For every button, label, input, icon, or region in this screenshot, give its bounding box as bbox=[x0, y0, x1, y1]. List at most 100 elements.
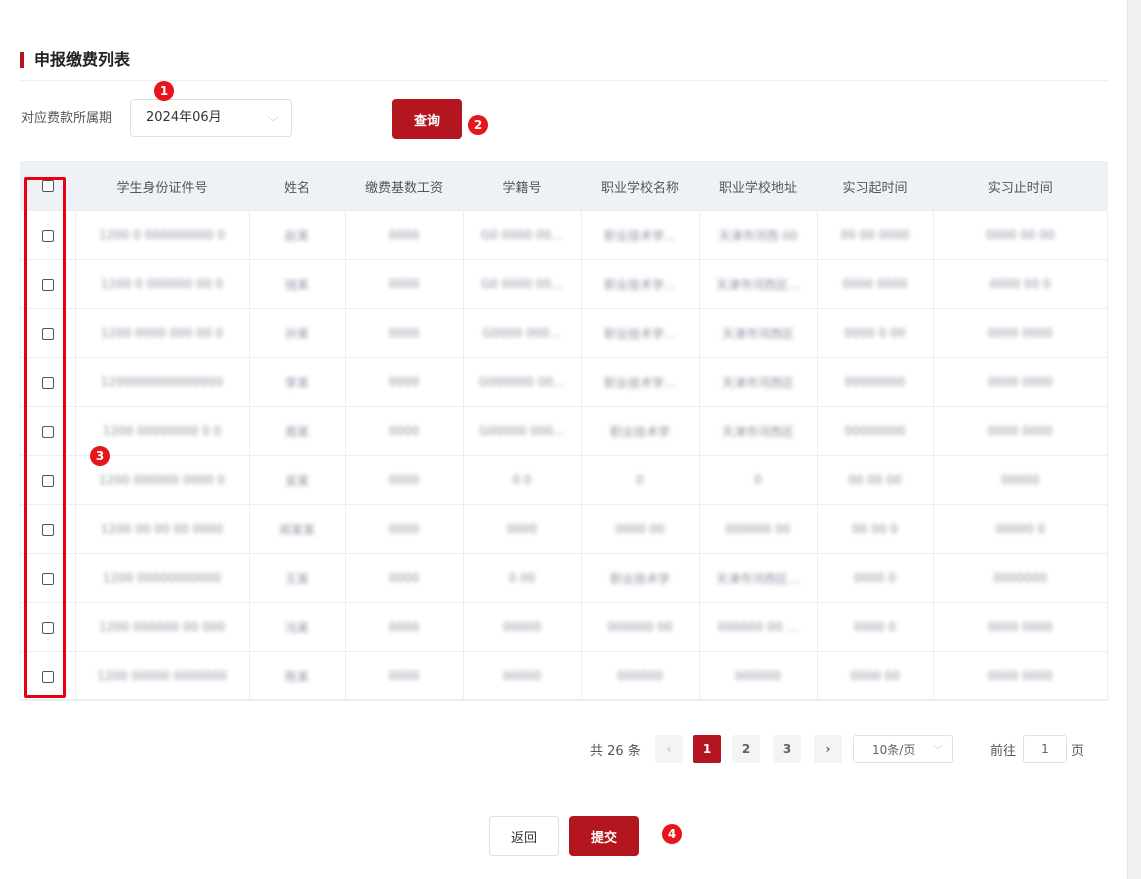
table-cell: 00000 bbox=[463, 602, 582, 652]
masked-value: 000000 bbox=[617, 669, 663, 684]
masked-value: 00000 bbox=[1001, 473, 1040, 488]
row-checkbox[interactable] bbox=[41, 327, 54, 340]
masked-value: 职业技术学 bbox=[609, 424, 670, 439]
masked-value: 00000 bbox=[502, 669, 542, 684]
next-page-button[interactable]: › bbox=[814, 735, 842, 763]
table-cell: 0000 bbox=[345, 553, 464, 603]
masked-value: 000000 00 … bbox=[717, 620, 799, 635]
masked-value: 职业技术学… bbox=[603, 375, 676, 390]
table-cell: 0000 00 0 bbox=[933, 259, 1107, 309]
submit-button[interactable]: 提交 bbox=[569, 816, 639, 856]
table-cell: 0000 bbox=[463, 504, 582, 554]
masked-value: 00 00 0 bbox=[852, 522, 898, 537]
query-button[interactable]: 查询 bbox=[392, 99, 462, 139]
table-cell: 00 00 0 bbox=[817, 504, 934, 554]
masked-value: 0000 00 bbox=[850, 669, 900, 684]
select-all-cell bbox=[21, 162, 76, 211]
table-row: 1200 000000 0000 0 吴某 0000 0 0 0 0 00 00 00 000… bbox=[21, 455, 1107, 505]
table-cell: 0 0 bbox=[463, 455, 582, 505]
table-cell: 0000 bbox=[345, 259, 464, 309]
masked-value: 0000 bbox=[388, 522, 420, 537]
table-cell: 0000 0 bbox=[817, 553, 934, 603]
chevron-left-icon: ‹ bbox=[666, 742, 672, 756]
table-cell: 1200000000000000 bbox=[75, 357, 250, 407]
table-cell: 000000 00 … bbox=[699, 602, 818, 652]
masked-value: 天津市河西区… bbox=[715, 571, 800, 586]
page-size-select[interactable]: 10条/页 ⌵ bbox=[853, 735, 953, 763]
row-checkbox[interactable] bbox=[41, 229, 54, 242]
page-button-2[interactable]: 2 bbox=[732, 735, 760, 763]
masked-value: 0000 bbox=[506, 522, 538, 537]
table-cell: 0000 0 00 bbox=[817, 308, 934, 358]
row-checkbox[interactable] bbox=[41, 425, 54, 438]
table-cell: 1200 00000000000 bbox=[75, 553, 250, 603]
row-select-cell bbox=[21, 455, 76, 505]
goto-page-input[interactable] bbox=[1023, 735, 1067, 763]
masked-value: 赵某 bbox=[284, 228, 309, 243]
masked-value: 1200 00000000 0 0 bbox=[102, 424, 222, 439]
masked-value: 周某 bbox=[284, 424, 309, 439]
masked-value: 00000000 bbox=[844, 424, 906, 439]
column-header: 缴费基数工资 bbox=[345, 162, 464, 211]
table-cell: 职业技术学… bbox=[581, 308, 700, 358]
masked-value: 郑某某 bbox=[278, 522, 315, 537]
table-cell: 郑某某 bbox=[249, 504, 346, 554]
chevron-down-icon: ⌵ bbox=[933, 741, 944, 752]
select-all-checkbox[interactable] bbox=[41, 180, 54, 192]
table-cell: 0 bbox=[699, 455, 818, 505]
page-button-3[interactable]: 3 bbox=[773, 735, 801, 763]
row-select-cell bbox=[21, 210, 76, 260]
masked-value: 00000 0 bbox=[995, 522, 1046, 537]
table-row: 1200 00000000000 王某 0000 0 00 职业技术学 天津市河西区… 00… bbox=[21, 553, 1107, 603]
pagination: 共 26 条 ‹ 1 2 3 › 10条/页 ⌵ 前往 页 bbox=[0, 735, 1141, 763]
masked-value: 天津市河西区… bbox=[715, 277, 800, 292]
step-marker-2: 2 bbox=[468, 115, 488, 135]
masked-value: 0000 0000 bbox=[987, 424, 1053, 439]
row-select-cell bbox=[21, 504, 76, 554]
table-cell: 天津市河西区 bbox=[699, 308, 818, 358]
masked-value: 0000 bbox=[388, 669, 420, 684]
page-button-1[interactable]: 1 bbox=[693, 735, 721, 763]
period-select[interactable]: 2024年06月 ⌵ bbox=[130, 99, 292, 137]
row-checkbox[interactable] bbox=[41, 670, 54, 683]
masked-value: 职业技术学… bbox=[603, 228, 676, 243]
masked-value: 天津市河西区 bbox=[721, 326, 794, 341]
masked-value: 00000000 bbox=[844, 375, 906, 390]
table-cell: G0 0000 00… bbox=[463, 210, 582, 260]
row-checkbox[interactable] bbox=[41, 278, 54, 291]
column-header: 实习止时间 bbox=[933, 162, 1107, 211]
row-checkbox[interactable] bbox=[41, 376, 54, 389]
masked-value: 0 bbox=[636, 473, 644, 488]
table-cell: 1200 00 00 00 0000 bbox=[75, 504, 250, 554]
row-select-cell bbox=[21, 651, 76, 701]
table-cell: 00000000 bbox=[817, 406, 934, 456]
row-checkbox[interactable] bbox=[41, 621, 54, 634]
row-checkbox[interactable] bbox=[41, 474, 54, 487]
table-cell: 0000 bbox=[345, 406, 464, 456]
masked-value: 0000 bbox=[388, 620, 420, 635]
table-row: 1200 00 00 00 0000 郑某某 0000 0000 0000 00 0000… bbox=[21, 504, 1107, 554]
table-cell: 冯某 bbox=[249, 602, 346, 652]
table-cell: 000000 bbox=[581, 651, 700, 701]
masked-value: 0000 00 0 bbox=[989, 277, 1051, 292]
table-cell: 职业技术学 bbox=[581, 553, 700, 603]
page-scrollbar[interactable] bbox=[1127, 0, 1141, 879]
table-cell: 0000 bbox=[345, 210, 464, 260]
masked-value: 0000 bbox=[388, 277, 420, 292]
prev-page-button[interactable]: ‹ bbox=[655, 735, 683, 763]
masked-value: 1200 00000 0000000 bbox=[97, 669, 227, 684]
section-header: 申报缴费列表 bbox=[20, 50, 1108, 81]
table-cell: 天津市河西区… bbox=[699, 553, 818, 603]
table-cell: 1200 000000 0000 0 bbox=[75, 455, 250, 505]
masked-value: 1200 000000 00 000 bbox=[99, 620, 225, 635]
table-cell: 0000 0000 bbox=[933, 602, 1107, 652]
row-checkbox[interactable] bbox=[41, 523, 54, 536]
row-checkbox[interactable] bbox=[41, 572, 54, 585]
table-cell: 00000000 bbox=[817, 357, 934, 407]
table-cell: 1200 000000 00 000 bbox=[75, 602, 250, 652]
table-cell: 1200 0000 000 00 0 bbox=[75, 308, 250, 358]
table-cell: 孙某 bbox=[249, 308, 346, 358]
back-button[interactable]: 返回 bbox=[489, 816, 559, 856]
column-header: 学籍号 bbox=[463, 162, 582, 211]
masked-value: 00 00 00 bbox=[848, 473, 902, 488]
